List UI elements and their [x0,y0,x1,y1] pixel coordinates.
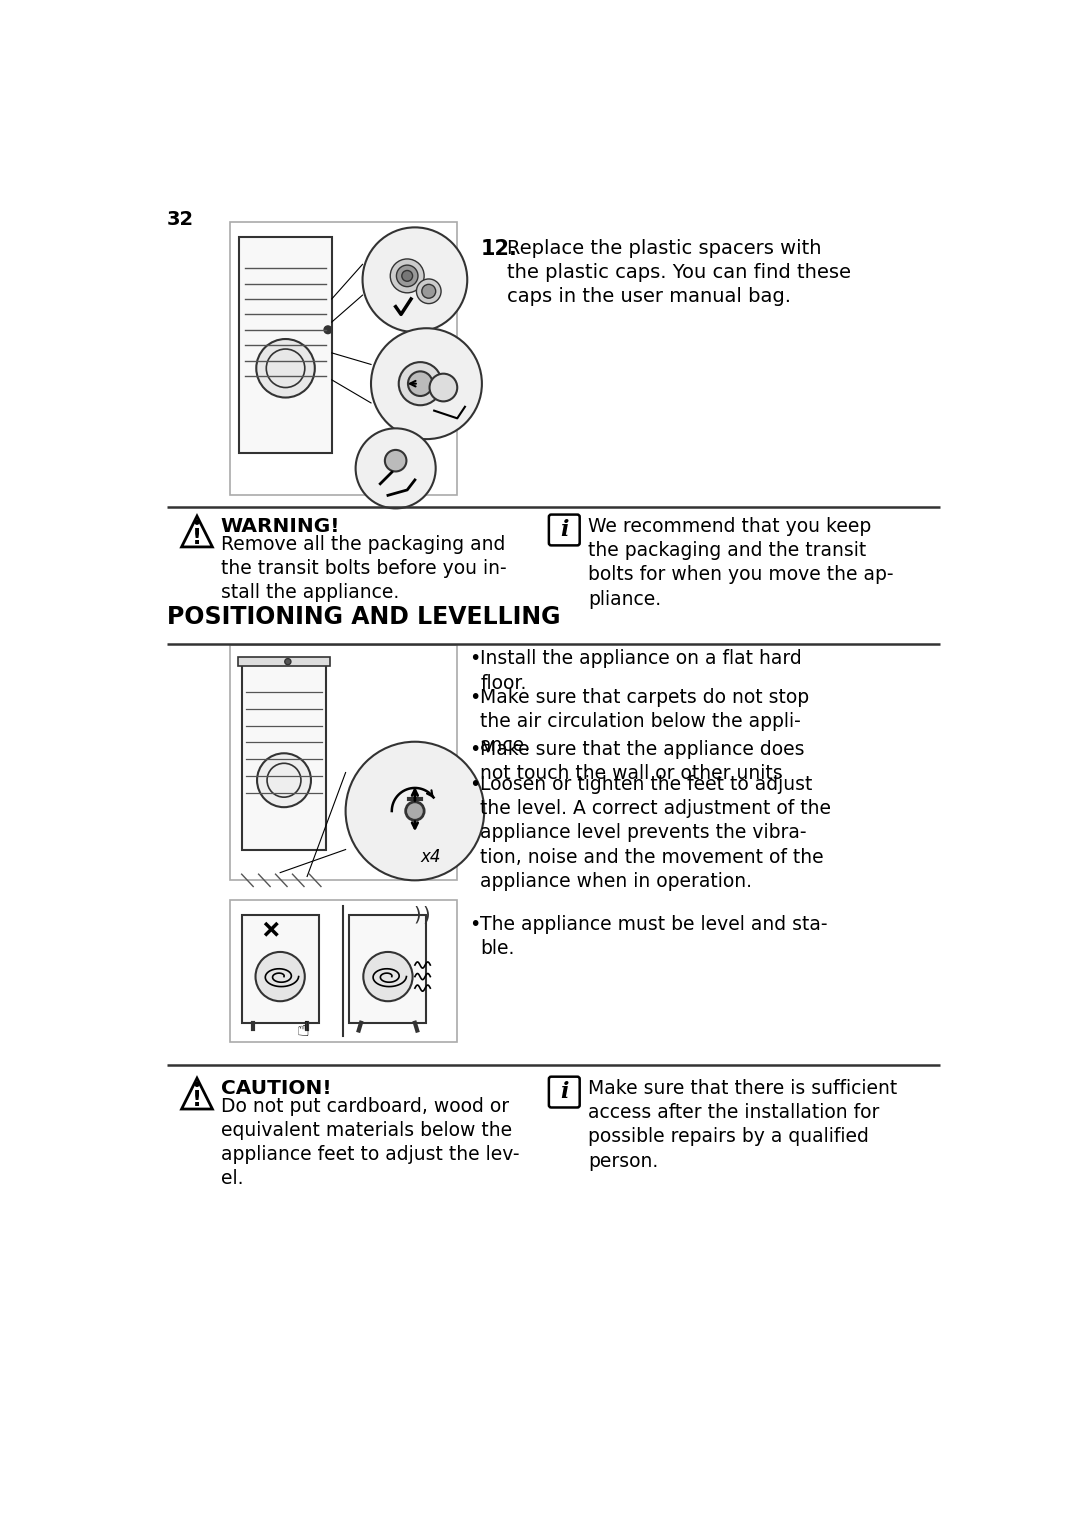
Text: ): ) [414,905,421,925]
Text: ): ) [422,905,430,925]
Circle shape [399,362,442,405]
Circle shape [406,801,424,820]
Circle shape [417,278,441,304]
Circle shape [372,329,482,439]
Text: •: • [469,775,481,794]
Text: Do not put cardboard, wood or
equivalent materials below the
appliance feet to a: Do not put cardboard, wood or equivalent… [220,1096,519,1188]
Circle shape [195,520,199,524]
Text: i: i [561,1081,568,1102]
Text: Replace the plastic spacers with
the plastic caps. You can find these
caps in th: Replace the plastic spacers with the pla… [508,239,851,306]
Bar [240,237,332,453]
Bar [230,222,457,495]
Circle shape [422,284,435,298]
Circle shape [346,742,484,881]
Circle shape [430,373,457,402]
Text: ☝: ☝ [297,1020,310,1040]
Text: Remove all the packaging and
the transit bolts before you in-
stall the applianc: Remove all the packaging and the transit… [220,535,507,602]
Circle shape [324,326,332,333]
Text: •: • [469,650,481,668]
Bar [242,665,326,850]
Text: •: • [469,740,481,760]
Circle shape [363,953,413,1001]
Text: !: ! [192,528,202,547]
Text: Loosen or tighten the feet to adjust
the level. A correct adjustment of the
appl: Loosen or tighten the feet to adjust the… [481,775,832,891]
Bar [242,914,319,1023]
Bar [238,657,330,667]
Text: 32: 32 [167,211,194,229]
Circle shape [195,1083,199,1086]
Circle shape [390,258,424,294]
Text: Make sure that carpets do not stop
the air circulation below the appli-
ance.: Make sure that carpets do not stop the a… [481,688,810,755]
Text: Install the appliance on a flat hard
floor.: Install the appliance on a flat hard flo… [481,650,802,693]
Text: The appliance must be level and sta-
ble.: The appliance must be level and sta- ble… [481,914,828,959]
Bar [230,645,457,881]
Text: We recommend that you keep
the packaging and the transit
bolts for when you move: We recommend that you keep the packaging… [589,517,893,609]
Text: !: ! [192,1090,202,1110]
Text: Make sure that the appliance does
not touch the wall or other units: Make sure that the appliance does not to… [481,740,805,783]
Text: WARNING!: WARNING! [220,517,340,535]
Circle shape [285,659,291,665]
Text: •: • [469,688,481,706]
Circle shape [396,265,418,286]
Text: Make sure that there is sufficient
access after the installation for
possible re: Make sure that there is sufficient acces… [589,1079,897,1171]
Circle shape [256,953,305,1001]
Circle shape [402,271,413,281]
Bar [350,914,427,1023]
Circle shape [408,372,433,396]
Bar [230,899,457,1043]
Circle shape [355,428,435,509]
Text: x4: x4 [420,849,441,867]
Circle shape [384,450,406,471]
Text: POSITIONING AND LEVELLING: POSITIONING AND LEVELLING [167,604,561,628]
Text: CAUTION!: CAUTION! [220,1079,332,1098]
Circle shape [256,339,314,398]
Circle shape [257,754,311,807]
Circle shape [363,228,468,332]
Text: i: i [561,518,568,541]
Text: •: • [469,914,481,934]
Text: 12.: 12. [481,239,517,258]
